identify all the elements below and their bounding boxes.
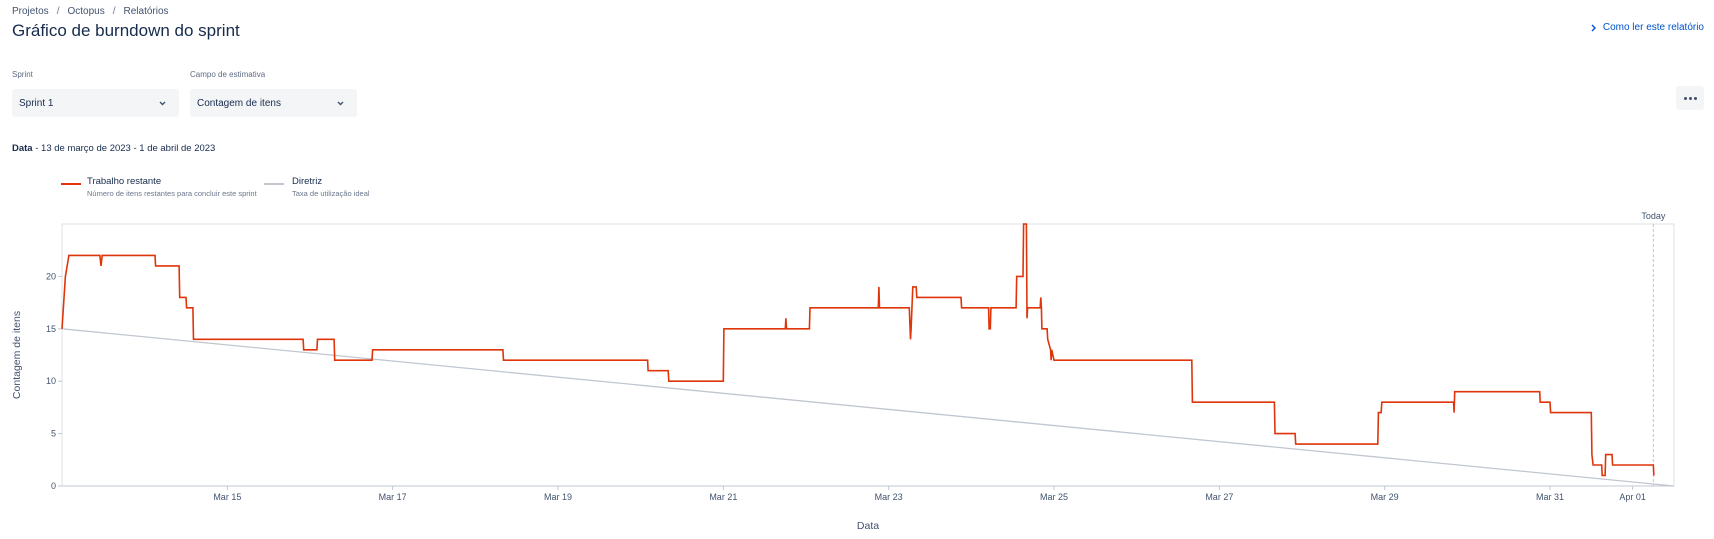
breadcrumb-separator: /: [56, 6, 60, 17]
x-tick-label: Mar 27: [1205, 492, 1233, 502]
date-range-label: Data: [12, 143, 33, 154]
x-tick-label: Mar 29: [1371, 492, 1399, 502]
date-range: Data - 13 de março de 2023 - 1 de abril …: [12, 143, 215, 154]
how-to-read-label: Como ler este relatório: [1602, 22, 1704, 33]
chevron-down-icon: [159, 101, 166, 105]
breadcrumb-separator: /: [112, 6, 116, 17]
breadcrumb: Projetos / Octopus / Relatórios: [12, 6, 169, 17]
page-title: Gráfico de burndown do sprint: [12, 21, 240, 40]
legend-swatch-remaining: [61, 183, 81, 185]
x-tick-label: Mar 25: [1040, 492, 1068, 502]
more-actions-button[interactable]: [1676, 86, 1704, 110]
x-tick-label: Mar 23: [875, 492, 903, 502]
more-icon: [1683, 96, 1687, 100]
y-tick-label: 20: [46, 271, 56, 281]
guideline-line: [61, 328, 1675, 487]
y-tick-label: 5: [51, 429, 56, 439]
sprint-select-value: Sprint 1: [19, 97, 54, 109]
y-tick-label: 15: [46, 324, 56, 334]
x-tick-label: Mar 21: [709, 492, 737, 502]
x-axis: Mar 15 Mar 17 Mar 19 Mar 21 Mar 23 Mar 25 Mar …: [62, 485, 1674, 502]
sprint-select[interactable]: Sprint 1: [12, 89, 179, 117]
breadcrumb-projects[interactable]: Projetos: [12, 6, 49, 17]
chevron-down-icon: [337, 101, 344, 105]
x-tick-label: Mar 17: [379, 492, 407, 502]
remaining-work-line: [61, 223, 1655, 477]
breadcrumb-project[interactable]: Octopus: [67, 6, 105, 17]
y-tick-label: 0: [51, 481, 56, 491]
y-axis-title: Contagem de itens: [11, 311, 23, 399]
legend-title-guideline: Diretriz: [292, 176, 323, 187]
today-label: Today: [1641, 211, 1666, 221]
x-tick-label: Mar 19: [544, 492, 572, 502]
legend-swatch-guideline: [264, 183, 284, 185]
legend-desc-remaining: Número de itens restantes para concluir …: [87, 189, 257, 198]
legend-desc-guideline: Taxa de utilização ideal: [292, 189, 370, 198]
x-tick-label: Mar 15: [213, 492, 241, 502]
legend-title-remaining: Trabalho restante: [87, 176, 162, 187]
plot-area: [61, 223, 1675, 487]
chevron-right-icon: [1591, 24, 1596, 31]
estimate-field-label: Campo de estimativa: [190, 70, 266, 79]
x-tick-label: Apr 01: [1619, 492, 1646, 502]
y-axis: 0 5 10 15 20: [46, 271, 62, 491]
estimate-field-value: Contagem de itens: [197, 97, 281, 109]
how-to-read-link[interactable]: Como ler este relatório: [1590, 22, 1704, 33]
estimate-field-select[interactable]: Contagem de itens: [190, 89, 357, 117]
x-tick-label: Mar 31: [1536, 492, 1564, 502]
series-layer: Today: [61, 211, 1675, 487]
y-tick-label: 10: [46, 376, 56, 386]
sprint-label: Sprint: [12, 70, 33, 79]
date-range-value: - 13 de março de 2023 - 1 de abril de 20…: [35, 143, 216, 154]
x-axis-title: Data: [857, 520, 879, 532]
breadcrumb-reports[interactable]: Relatórios: [123, 6, 169, 17]
